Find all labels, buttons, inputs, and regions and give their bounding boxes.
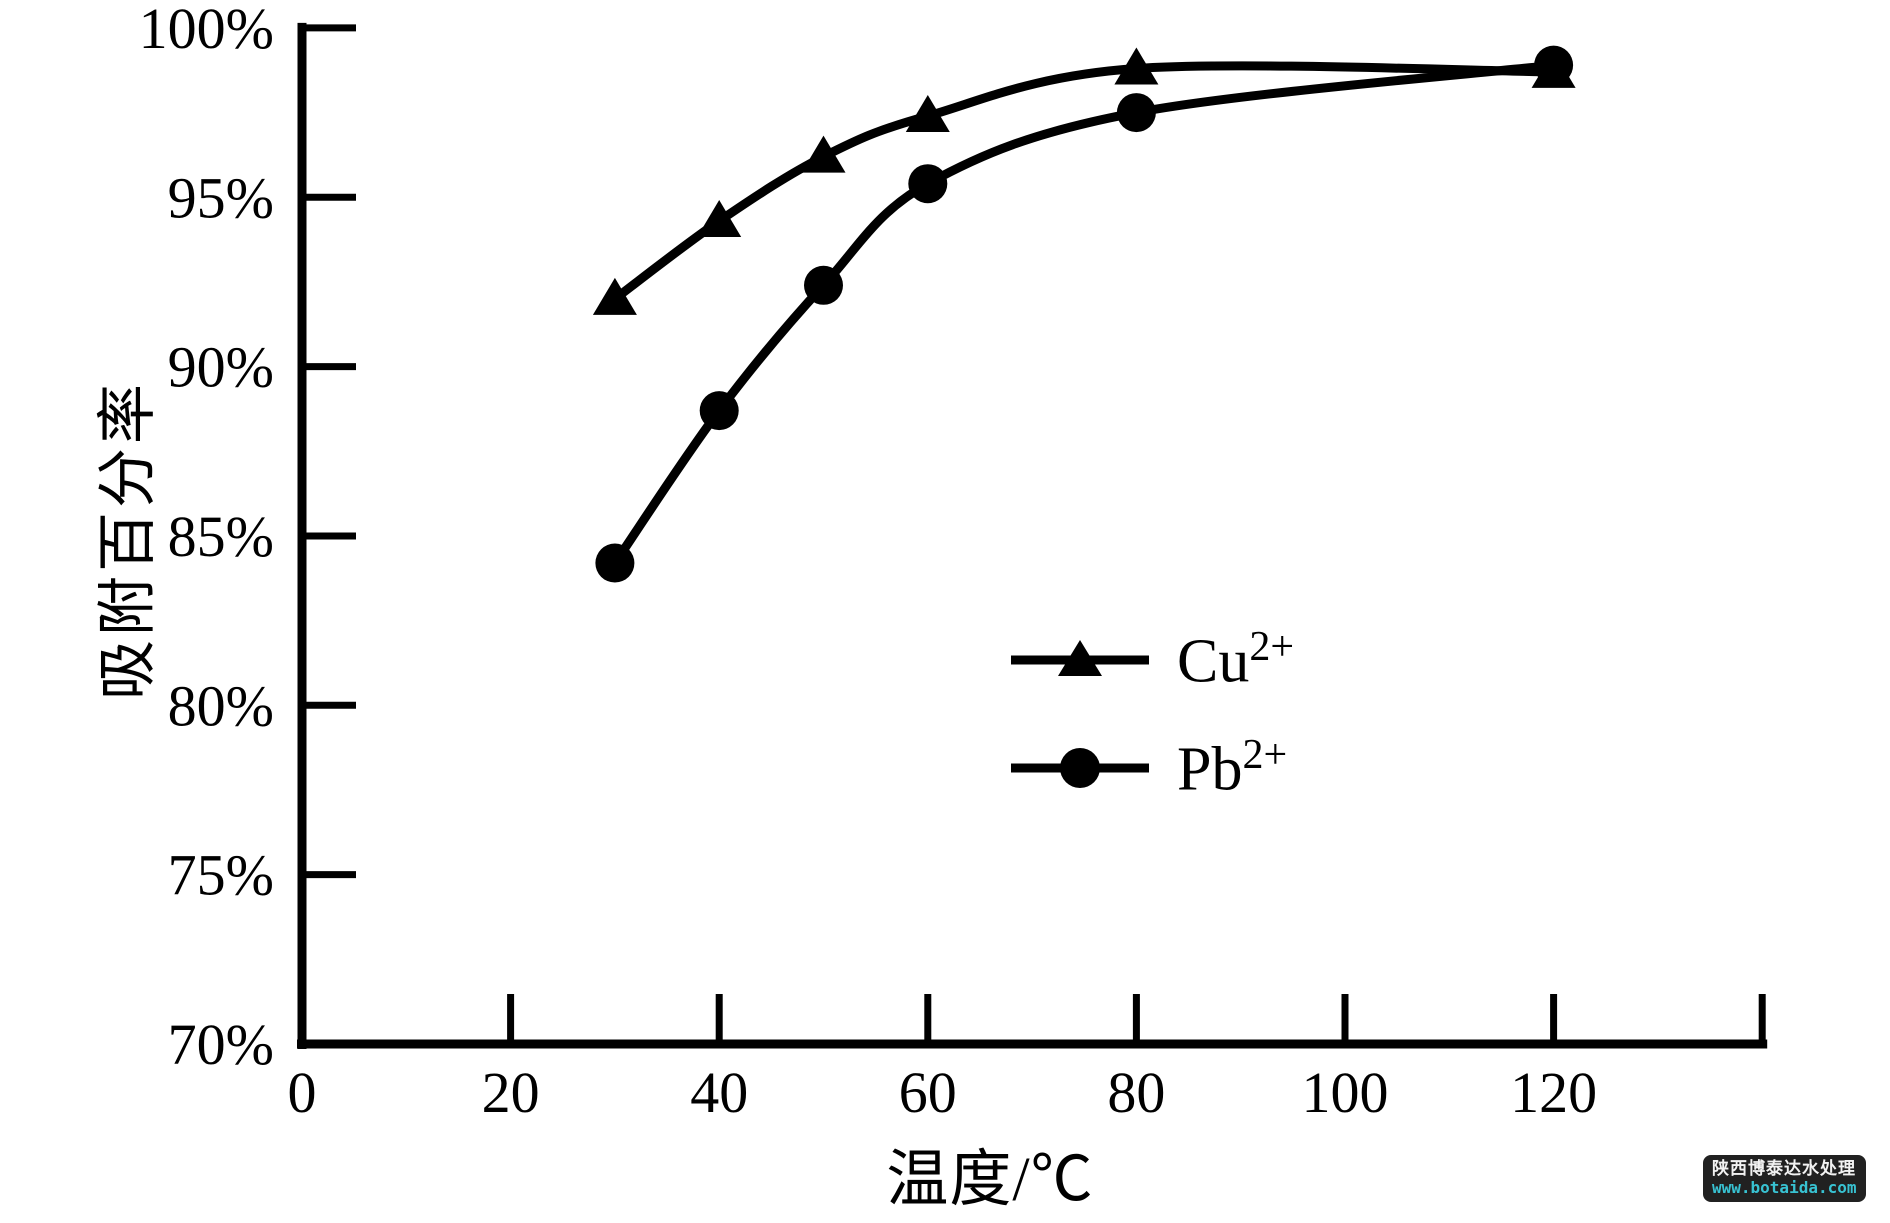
cu-charge: 2+ <box>1249 623 1295 670</box>
pb-data-point <box>1534 45 1574 85</box>
pb-data-point <box>908 164 948 204</box>
x-tick-label: 20 <box>482 1060 540 1125</box>
y-tick-label: 70% <box>168 1012 274 1077</box>
pb-data-point <box>1116 93 1156 133</box>
legend-item-pb: Pb2+ <box>1005 720 1425 816</box>
watermark-url: www.botaida.com <box>1712 1177 1857 1197</box>
pb-data-point <box>699 391 739 431</box>
y-tick-label: 100% <box>139 0 274 61</box>
cu-series-line <box>610 61 1559 304</box>
legend: Cu2+ Pb2+ <box>1005 612 1425 828</box>
watermark-company: 陕西博泰达水处理 <box>1712 1159 1856 1178</box>
x-tick-label: 120 <box>1510 1060 1597 1125</box>
y-tick-label: 75% <box>168 843 274 908</box>
pb-legend-label: Pb2+ <box>1177 731 1287 806</box>
cu-data-point <box>697 199 742 237</box>
cu-data-point <box>801 135 846 173</box>
y-tick-label: 90% <box>168 335 274 400</box>
x-tick-label: 80 <box>1107 1060 1165 1125</box>
triangle-marker-icon <box>1058 640 1102 676</box>
cu-legend-label: Cu2+ <box>1177 623 1294 698</box>
pb-charge: 2+ <box>1242 731 1288 778</box>
cu-data-point <box>592 277 637 315</box>
pb-data-point <box>804 265 843 305</box>
x-tick-label: 100 <box>1302 1060 1389 1125</box>
y-axis-title: 吸附百分率 <box>95 380 161 700</box>
legend-item-cu: Cu2+ <box>1005 612 1425 708</box>
cu-data-point <box>905 94 950 132</box>
y-tick-label: 80% <box>168 673 274 738</box>
cu-data-point <box>1114 47 1159 85</box>
pb-series-line <box>610 60 1559 568</box>
pb-legend-swatch <box>1011 748 1149 788</box>
x-axis-title: 温度/℃ <box>886 1146 1094 1214</box>
x-tick-label: 60 <box>899 1060 957 1125</box>
x-tick-label: 0 <box>288 1060 317 1125</box>
x-tick-label: 40 <box>690 1060 748 1125</box>
pb-data-point <box>595 543 635 583</box>
watermark-badge: 陕西博泰达水处理 www.botaida.com <box>1703 1155 1866 1202</box>
y-tick-label: 95% <box>168 165 274 230</box>
y-tick-label: 85% <box>168 504 274 569</box>
circle-marker-icon <box>1060 748 1100 788</box>
pb-symbol: Pb <box>1177 735 1243 804</box>
cu-symbol: Cu <box>1177 627 1250 696</box>
cu-legend-swatch <box>1011 640 1149 676</box>
